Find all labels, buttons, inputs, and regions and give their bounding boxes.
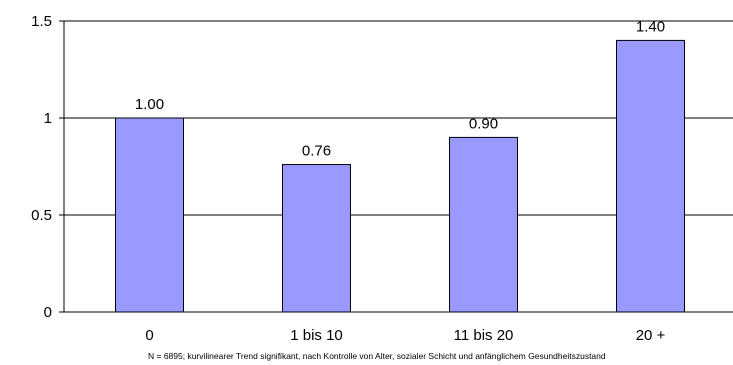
data-label-2: 0.90 bbox=[469, 115, 498, 132]
data-label-0: 1.00 bbox=[135, 96, 164, 113]
bars bbox=[115, 39, 685, 313]
bar-3 bbox=[616, 39, 685, 313]
y-tick-label-0: 0 bbox=[44, 304, 52, 321]
footnote: N = 6895; kurvilinearer Trend signifikan… bbox=[148, 351, 606, 361]
x-tick-label-1: 1 bis 10 bbox=[290, 327, 343, 344]
bar-1 bbox=[282, 164, 351, 313]
x-tick-labels: 0 1 bis 10 11 bis 20 20 + bbox=[145, 327, 665, 344]
y-tick-label-3: 1.5 bbox=[31, 13, 52, 30]
data-labels: 1.00 0.76 0.90 1.40 bbox=[135, 18, 665, 159]
data-label-1: 0.76 bbox=[302, 143, 331, 160]
y-tick-labels: 0 0.5 1 1.5 bbox=[31, 13, 52, 321]
data-label-3: 1.40 bbox=[636, 18, 665, 35]
bar-0 bbox=[115, 117, 184, 313]
x-tick-label-0: 0 bbox=[145, 327, 153, 344]
axes bbox=[59, 20, 733, 313]
x-tick-label-3: 20 + bbox=[636, 327, 666, 344]
y-tick-label-1: 0.5 bbox=[31, 207, 52, 224]
y-tick-label-2: 1 bbox=[44, 110, 52, 127]
x-tick-label-2: 11 bis 20 bbox=[454, 327, 514, 344]
bar-2 bbox=[449, 136, 518, 313]
